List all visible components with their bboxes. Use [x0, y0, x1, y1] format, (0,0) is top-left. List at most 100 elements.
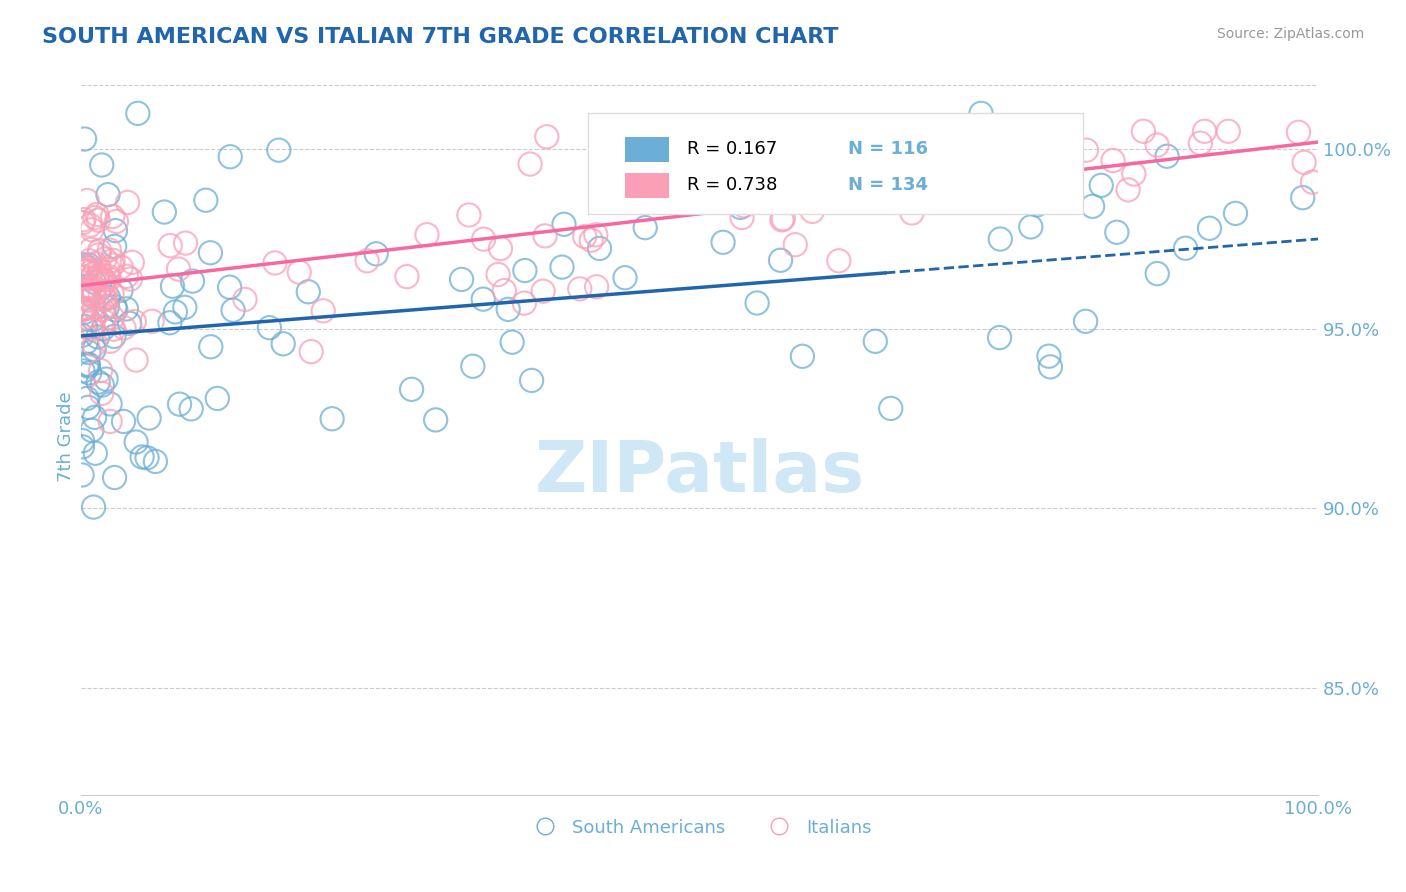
- Point: [494, 284, 516, 298]
- Point: [1074, 314, 1097, 328]
- Point: [104, 303, 127, 318]
- Point: [97, 187, 120, 202]
- Point: [1292, 191, 1315, 205]
- Point: [83, 301, 105, 315]
- Point: [519, 157, 541, 171]
- Point: [138, 411, 160, 425]
- Point: [83, 410, 105, 425]
- Point: [988, 232, 1011, 246]
- Point: [76, 286, 98, 301]
- Point: [83, 500, 105, 514]
- Point: [72, 301, 94, 316]
- Point: [94, 372, 117, 386]
- Point: [72, 364, 94, 378]
- Point: [458, 208, 481, 222]
- Point: [72, 259, 94, 273]
- Point: [792, 349, 814, 363]
- Point: [1105, 225, 1128, 239]
- Point: [880, 401, 903, 416]
- Point: [70, 328, 93, 343]
- Point: [259, 320, 281, 334]
- Point: [574, 229, 596, 244]
- Point: [1102, 153, 1125, 168]
- Point: [87, 248, 110, 262]
- Point: [988, 330, 1011, 344]
- Point: [83, 287, 105, 301]
- Point: [970, 106, 993, 120]
- Point: [84, 256, 107, 270]
- Point: [1122, 167, 1144, 181]
- Point: [73, 284, 96, 298]
- Point: [84, 446, 107, 460]
- Point: [90, 386, 112, 401]
- Point: [103, 470, 125, 484]
- Point: [98, 334, 121, 349]
- Point: [127, 106, 149, 120]
- Point: [416, 227, 439, 242]
- Point: [131, 450, 153, 464]
- Point: [181, 274, 204, 288]
- Point: [425, 413, 447, 427]
- Point: [77, 359, 100, 373]
- Point: [730, 200, 752, 214]
- Point: [536, 129, 558, 144]
- Point: [101, 253, 124, 268]
- Point: [76, 194, 98, 208]
- Point: [97, 290, 120, 304]
- Point: [79, 272, 101, 286]
- Point: [531, 284, 554, 298]
- FancyBboxPatch shape: [626, 136, 668, 161]
- Point: [984, 145, 1007, 160]
- Point: [76, 263, 98, 277]
- Point: [496, 302, 519, 317]
- Point: [86, 271, 108, 285]
- Point: [299, 344, 322, 359]
- Point: [101, 286, 124, 301]
- Point: [97, 262, 120, 277]
- Point: [938, 183, 960, 197]
- Point: [77, 345, 100, 359]
- Point: [222, 303, 245, 318]
- Point: [98, 414, 121, 428]
- Point: [117, 195, 139, 210]
- Text: Source: ZipAtlas.com: Source: ZipAtlas.com: [1216, 27, 1364, 41]
- Text: N = 134: N = 134: [848, 176, 928, 194]
- Point: [90, 268, 112, 282]
- Point: [83, 343, 105, 357]
- Point: [98, 243, 121, 257]
- Point: [136, 450, 159, 465]
- Point: [73, 301, 96, 315]
- Point: [79, 366, 101, 380]
- Point: [200, 340, 222, 354]
- Point: [585, 280, 607, 294]
- Point: [104, 239, 127, 253]
- Point: [395, 269, 418, 284]
- Point: [87, 375, 110, 389]
- Point: [312, 303, 335, 318]
- Point: [1156, 149, 1178, 163]
- Point: [80, 423, 103, 437]
- Point: [141, 314, 163, 328]
- Point: [1038, 349, 1060, 363]
- Point: [321, 411, 343, 425]
- Point: [79, 253, 101, 268]
- Text: SOUTH AMERICAN VS ITALIAN 7TH GRADE CORRELATION CHART: SOUTH AMERICAN VS ITALIAN 7TH GRADE CORR…: [42, 27, 839, 46]
- Text: R = 0.738: R = 0.738: [688, 176, 778, 194]
- Point: [86, 330, 108, 344]
- Point: [401, 382, 423, 396]
- Point: [89, 244, 111, 258]
- Point: [75, 310, 97, 325]
- Point: [901, 206, 924, 220]
- Point: [125, 435, 148, 450]
- Point: [174, 236, 197, 251]
- Point: [1302, 175, 1324, 189]
- Point: [110, 260, 132, 274]
- Point: [153, 205, 176, 219]
- Point: [94, 285, 117, 299]
- Point: [94, 293, 117, 307]
- Point: [110, 283, 132, 297]
- Point: [936, 153, 959, 167]
- Point: [103, 322, 125, 336]
- Point: [79, 218, 101, 232]
- Point: [801, 204, 824, 219]
